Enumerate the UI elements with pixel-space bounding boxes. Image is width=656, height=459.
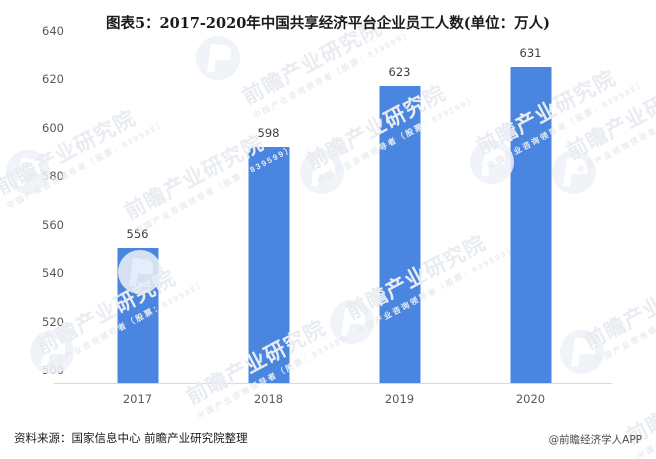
y-axis-tick-label: 540 <box>42 266 64 281</box>
axis-baseline <box>54 383 612 384</box>
bar-group[interactable]: 598 <box>203 45 334 384</box>
bar-group[interactable]: 623 <box>334 45 465 384</box>
chart-plot-area: 500 520 540 560 580 600 620 640 556 598 623 631 20… <box>42 24 612 406</box>
bar-2020[interactable] <box>510 66 551 384</box>
y-axis-tick-label: 580 <box>42 169 64 184</box>
y-axis-tick-label: 560 <box>42 217 64 232</box>
source-note: 资料来源：国家信息中心 前瞻产业研究院整理 <box>14 431 248 445</box>
bar-2019[interactable] <box>379 86 420 384</box>
bar-value-label: 598 <box>257 125 280 140</box>
y-axis-tick-label: 500 <box>42 363 64 377</box>
x-axis-tick-label: 2020 <box>515 392 546 406</box>
bar-group[interactable]: 631 <box>465 45 596 384</box>
brand-watermark-note: @前瞻经济学人APP <box>548 434 642 446</box>
x-axis-tick-label: 2017 <box>122 392 153 406</box>
y-axis-tick-label: 520 <box>42 314 64 329</box>
bar-value-label: 631 <box>519 45 542 60</box>
y-axis-tick-label: 620 <box>42 72 64 87</box>
x-axis-tick-label: 2019 <box>384 392 415 406</box>
bar-value-label: 623 <box>388 65 411 80</box>
bar-group[interactable]: 556 <box>72 45 203 384</box>
bar-2018[interactable] <box>248 146 289 384</box>
chart-title: 图表5：2017-2020年中国共享经济平台企业员工人数(单位：万人) <box>105 15 551 32</box>
bar-value-label: 556 <box>126 227 149 242</box>
y-axis-tick-label: 600 <box>42 120 64 135</box>
y-axis-tick-label: 640 <box>42 24 64 38</box>
bar-2017[interactable] <box>117 248 158 384</box>
x-axis-tick-label: 2018 <box>253 392 284 406</box>
